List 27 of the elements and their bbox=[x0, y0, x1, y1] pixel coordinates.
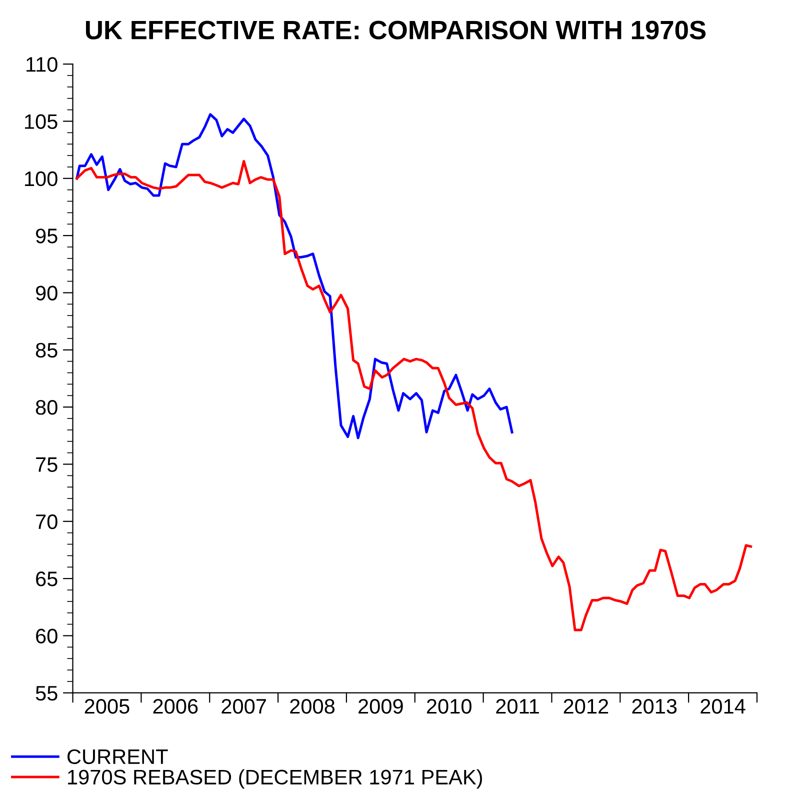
x-tick-label: 2006 bbox=[153, 698, 198, 714]
line-series bbox=[76, 113, 514, 440]
y-tick-label: 65 bbox=[36, 572, 58, 586]
x-tick-label: 2011 bbox=[496, 698, 539, 714]
y-tick-label: 75 bbox=[36, 457, 58, 472]
x-tick-label: 2012 bbox=[564, 698, 608, 714]
y-tick-label: 60 bbox=[36, 628, 58, 644]
y-tick-label: 110 bbox=[26, 57, 58, 72]
x-tick-label: 2013 bbox=[632, 698, 677, 714]
x-tick-label: 2009 bbox=[358, 698, 403, 714]
y-tick-label: 95 bbox=[36, 228, 58, 244]
x-tick-label: 2007 bbox=[222, 698, 266, 714]
y-tick-label: 85 bbox=[36, 342, 58, 358]
line-series bbox=[76, 160, 752, 632]
x-tick-label: 2010 bbox=[426, 698, 472, 714]
chart-title: UK EFFECTIVE RATE: COMPARISON WITH 1970S bbox=[86, 20, 706, 40]
legend-label: 1970S REBASED (DECEMBER 1971 PEAK) bbox=[68, 769, 482, 789]
y-tick-label: 105 bbox=[25, 114, 58, 129]
y-tick-label: 90 bbox=[36, 286, 58, 300]
y-tick-label: 70 bbox=[36, 514, 58, 530]
x-tick-label: 2014 bbox=[700, 698, 746, 714]
y-tick-label: 100 bbox=[25, 171, 58, 186]
x-tick-label: 2005 bbox=[84, 698, 130, 714]
x-tick-label: 2008 bbox=[290, 698, 335, 714]
y-tick-label: 55 bbox=[36, 686, 58, 701]
y-tick-label: 80 bbox=[36, 400, 58, 415]
legend-label: CURRENT bbox=[68, 749, 168, 764]
